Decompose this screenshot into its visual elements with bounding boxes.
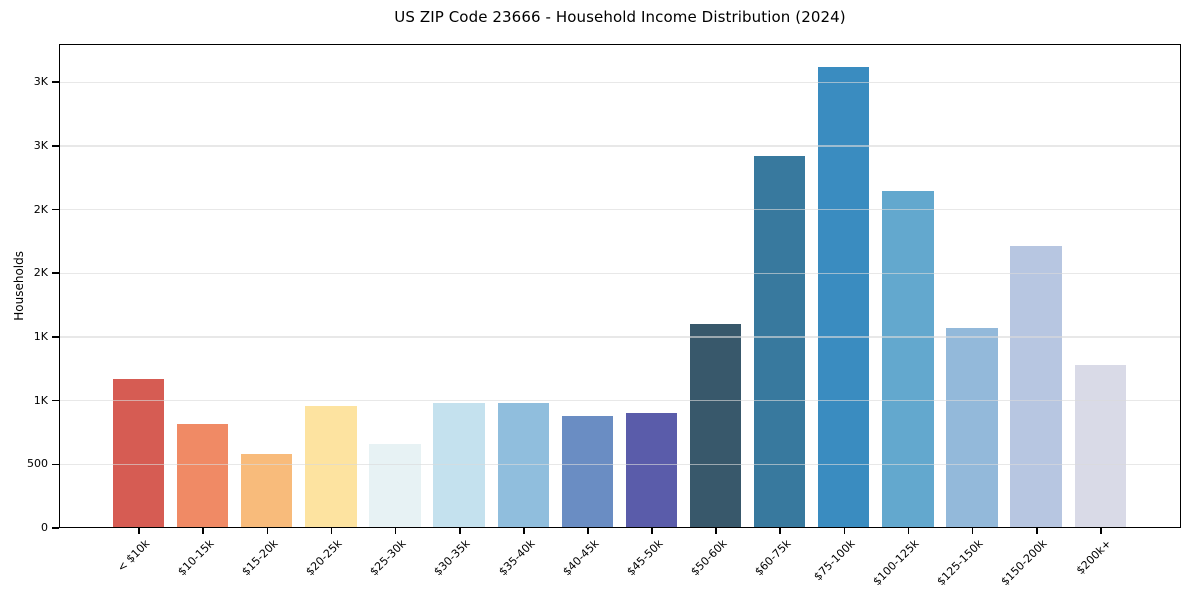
chart-title: US ZIP Code 23666 - Household Income Dis… — [394, 8, 846, 26]
y-tick-mark — [52, 81, 59, 83]
x-tick-label: $25-30k — [367, 537, 409, 579]
bar — [112, 379, 165, 527]
bar — [754, 155, 806, 527]
x-tick-mark — [779, 528, 782, 534]
y-tick-mark — [52, 527, 59, 529]
x-tick-label: $50-60k — [688, 537, 730, 579]
x-tick-label: $200k+ — [1074, 537, 1115, 578]
bar — [305, 406, 357, 527]
bar — [433, 402, 485, 527]
y-tick-mark — [52, 336, 59, 338]
bar — [241, 454, 293, 527]
gridline — [60, 208, 1180, 211]
y-tick-label: 2K — [33, 266, 48, 280]
x-tick-mark — [458, 528, 461, 534]
bar — [818, 67, 870, 527]
x-tick-mark — [651, 528, 653, 534]
x-tick-mark — [843, 528, 846, 534]
y-tick-mark — [52, 272, 59, 275]
x-tick-label: $45-50k — [623, 537, 666, 579]
x-tick-mark — [587, 528, 589, 534]
bar — [561, 416, 613, 527]
y-tick-label: 3K — [33, 75, 48, 89]
x-tick-label: < $10k — [114, 537, 153, 575]
x-tick-label: $60-75k — [752, 537, 794, 579]
x-tick-mark — [138, 528, 140, 534]
y-tick-label: 1K — [33, 393, 48, 407]
y-tick-label: 500 — [27, 457, 48, 471]
x-tick-label: $125-150k — [934, 537, 986, 589]
y-tick-label: 2K — [33, 202, 48, 216]
x-tick-mark — [266, 528, 269, 534]
y-axis-label: Households — [6, 44, 32, 528]
x-tick-mark — [715, 528, 717, 534]
y-tick-mark — [52, 463, 59, 466]
y-tick-mark — [52, 208, 59, 211]
bar — [882, 191, 934, 527]
bar — [946, 328, 998, 527]
x-tick-label: $150-200k — [998, 537, 1050, 589]
bar — [177, 424, 229, 527]
x-tick-label: $100-125k — [870, 537, 922, 589]
x-tick-label: $30-35k — [431, 537, 473, 579]
plot-area — [59, 44, 1181, 528]
x-tick-mark — [202, 528, 205, 534]
x-tick-mark — [330, 528, 333, 534]
x-tick-mark — [907, 528, 910, 534]
y-axis-label-text: Households — [12, 251, 26, 321]
x-tick-mark — [394, 528, 397, 534]
x-tick-label: $75-100k — [811, 537, 858, 584]
y-tick-mark — [52, 399, 59, 402]
x-tick-mark — [1100, 528, 1102, 534]
y-tick-label: 1K — [33, 329, 48, 343]
gridline — [60, 81, 1180, 83]
x-tick-label: $10-15k — [175, 537, 217, 579]
gridline — [60, 145, 1180, 147]
y-tick-mark — [52, 145, 59, 147]
y-tick-label: 0 — [41, 521, 48, 534]
bar — [497, 402, 549, 527]
y-tick-label: 3K — [33, 138, 48, 152]
x-tick-mark — [1035, 528, 1038, 534]
bar — [1074, 365, 1126, 527]
bar — [689, 323, 742, 527]
x-tick-label: $15-20k — [239, 537, 281, 579]
bar — [1010, 246, 1062, 527]
bar — [625, 413, 678, 527]
bar — [369, 443, 421, 527]
x-tick-mark — [971, 528, 974, 534]
x-tick-label: $20-25k — [303, 537, 345, 579]
x-tick-label: $35-40k — [495, 537, 538, 579]
x-tick-mark — [523, 528, 525, 534]
x-tick-label: $40-45k — [559, 537, 602, 579]
